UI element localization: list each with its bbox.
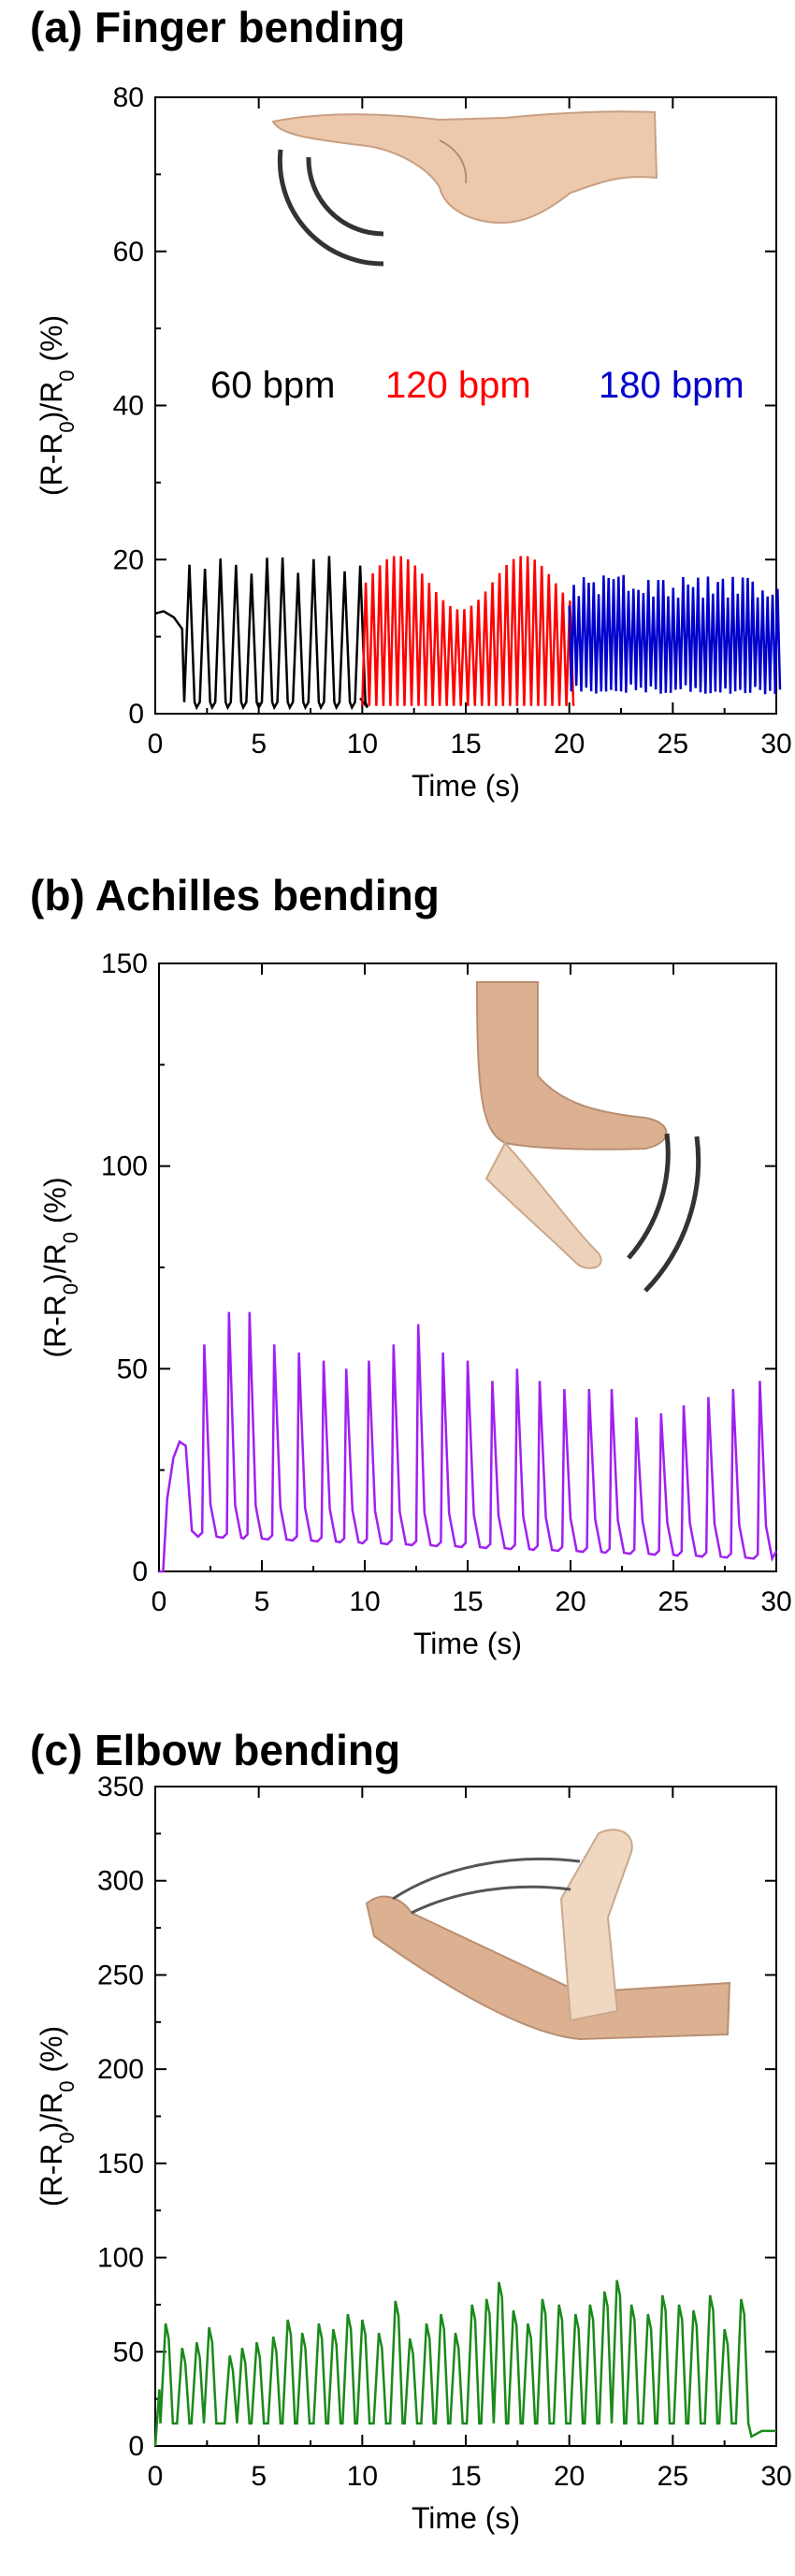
- series-line-60bpm: [155, 556, 368, 707]
- y-label-subscript: 0: [55, 2132, 79, 2143]
- bpm-annotation: 180 bpm: [599, 365, 744, 406]
- panel-achilles-bending: (b) Achilles bending 0 5 10 15 20 25 30 0 50 100 1…: [0, 861, 795, 1702]
- y-tick-label: 200: [97, 2054, 144, 2085]
- finger-bending-icon: [273, 111, 657, 264]
- y-label-part: (%): [35, 315, 68, 370]
- y-tick-label: 150: [97, 2149, 144, 2179]
- x-tick-label: 30: [760, 2461, 791, 2492]
- x-tick-label: 5: [251, 2461, 267, 2492]
- x-tick-label: 20: [554, 729, 585, 760]
- series-line-120bpm: [362, 556, 573, 705]
- x-tick-label: 30: [760, 729, 791, 760]
- x-tick-label: 5: [254, 1586, 270, 1617]
- x-tick-label: 15: [450, 729, 481, 760]
- x-axis-label: Time (s): [413, 1627, 522, 1660]
- y-label-part: (R-R: [35, 2144, 68, 2207]
- x-tick-label: 20: [555, 1586, 585, 1617]
- y-label-part: (R-R: [38, 1295, 72, 1358]
- x-tick-label: 15: [450, 2461, 481, 2492]
- foot-shadow: [486, 1143, 601, 1268]
- panel-elbow-bending: (c) Elbow bending 0 5 10 15 20 25 30 0 50 100 150 2…: [0, 1712, 795, 2576]
- y-tick-label: 40: [113, 391, 144, 422]
- arm-shape: [367, 1897, 730, 2039]
- y-axis-label: (R-R0)/R0 (%): [35, 315, 79, 496]
- y-label-part: (%): [35, 2026, 68, 2081]
- y-label-part: )/R: [35, 382, 68, 422]
- achilles-chart: 0 5 10 15 20 25 30050100150Time (s)(R-R0)/R0 (…: [0, 861, 795, 1702]
- y-tick-label: 20: [113, 544, 144, 575]
- x-tick-label: 25: [658, 729, 688, 760]
- x-tick-label: 5: [251, 729, 267, 760]
- y-label-part: )/R: [35, 2092, 68, 2133]
- y-label-subscript: 0: [55, 369, 79, 381]
- x-tick-label: 0: [152, 1586, 167, 1617]
- y-tick-label: 250: [97, 1960, 144, 1990]
- y-tick-label: 300: [97, 1866, 144, 1897]
- y-tick-label: 50: [117, 1353, 148, 1384]
- y-tick-label: 350: [97, 1772, 144, 1802]
- y-axis-label: (R-R0)/R0 (%): [38, 1177, 82, 1357]
- x-tick-label: 10: [347, 729, 378, 760]
- x-tick-label: 20: [554, 2461, 585, 2492]
- y-label-subscript: 0: [59, 1232, 82, 1243]
- y-label-part: (R-R: [35, 433, 68, 497]
- bpm-annotation: 120 bpm: [385, 365, 531, 406]
- x-tick-label: 15: [452, 1586, 483, 1617]
- y-label-subscript: 0: [59, 1283, 82, 1295]
- x-axis-label: Time (s): [412, 769, 520, 803]
- y-tick-label: 150: [101, 948, 148, 979]
- motion-arc: [309, 157, 383, 234]
- x-tick-label: 25: [658, 1586, 688, 1617]
- y-tick-label: 0: [132, 1556, 148, 1587]
- x-tick-label: 10: [349, 1586, 380, 1617]
- y-tick-label: 0: [128, 2431, 144, 2462]
- y-tick-label: 0: [128, 699, 144, 730]
- achilles-signal-line: [159, 1312, 776, 1571]
- foot-shape: [477, 982, 667, 1150]
- motion-arc: [393, 1859, 580, 1899]
- y-label-subscript: 0: [55, 2080, 79, 2091]
- y-tick-label: 60: [113, 237, 144, 268]
- motion-arc: [412, 1887, 571, 1913]
- motion-arc: [645, 1136, 699, 1291]
- x-tick-label: 0: [148, 729, 164, 760]
- y-label-subscript: 0: [55, 421, 79, 432]
- y-tick-label: 80: [113, 82, 144, 113]
- elbow-bending-icon: [367, 1830, 730, 2039]
- x-tick-label: 10: [347, 2461, 378, 2492]
- y-label-part: )/R: [38, 1243, 72, 1283]
- elbow-chart: 0 5 10 15 20 25 30050100150200250300350Time (s…: [0, 1712, 795, 2576]
- x-tick-label: 30: [760, 1586, 791, 1617]
- x-axis-label: Time (s): [412, 2501, 520, 2535]
- panel-finger-bending: (a) Finger bending 0 5 10 15 20 25 30 0 20 40 60 80…: [0, 0, 795, 842]
- bpm-annotation: 60 bpm: [210, 365, 335, 406]
- series-line-180bpm: [570, 575, 780, 694]
- y-tick-label: 100: [97, 2243, 144, 2274]
- achilles-bending-icon: [477, 982, 699, 1291]
- motion-arc: [280, 150, 383, 264]
- motion-arc: [629, 1134, 668, 1258]
- finger-chart: 0 5 10 15 20 25 30020406080Time (s)(R-R0)/R0 (…: [0, 0, 795, 842]
- x-tick-label: 0: [148, 2461, 164, 2492]
- y-axis-label: (R-R0)/R0 (%): [35, 2026, 79, 2207]
- elbow-signal-line: [155, 2280, 776, 2446]
- y-tick-label: 50: [113, 2337, 144, 2367]
- x-tick-label: 25: [658, 2461, 688, 2492]
- y-tick-label: 100: [101, 1151, 148, 1182]
- y-label-part: (%): [38, 1177, 72, 1232]
